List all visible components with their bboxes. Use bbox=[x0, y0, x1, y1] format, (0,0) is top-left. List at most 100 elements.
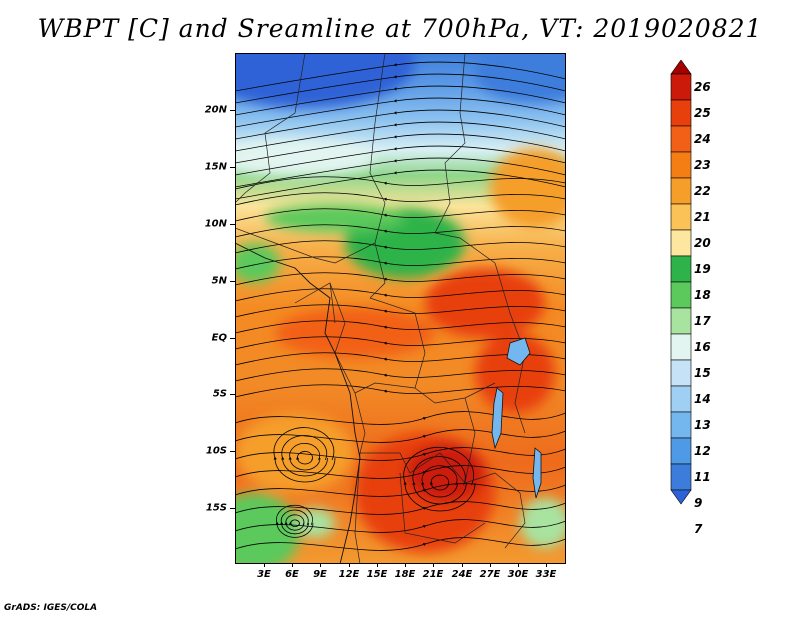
lon-tick bbox=[264, 563, 265, 567]
streamline bbox=[235, 368, 566, 382]
lon-label-30e: 30E bbox=[507, 569, 529, 580]
colorbar-swatch bbox=[670, 99, 692, 127]
colorbar-swatch bbox=[670, 385, 692, 413]
streamline bbox=[235, 483, 566, 497]
colorbar-swatch bbox=[670, 151, 692, 179]
lon-label-27e: 27E bbox=[479, 569, 501, 580]
colorbar-cap-top bbox=[670, 59, 692, 75]
lon-tick bbox=[320, 563, 321, 567]
colorbar-cap-bottom bbox=[670, 489, 692, 505]
lat-label-15n: 15N bbox=[204, 161, 227, 173]
lake-victoria bbox=[506, 337, 531, 366]
streamline bbox=[235, 224, 566, 238]
streamlines bbox=[235, 61, 566, 551]
wbpt-blobs bbox=[235, 53, 566, 564]
streamline bbox=[235, 519, 566, 533]
colorbar-label: 7 bbox=[694, 522, 703, 536]
streamline bbox=[280, 509, 309, 535]
lon-label-15e: 15E bbox=[366, 569, 388, 580]
streamline bbox=[235, 240, 566, 254]
streamline bbox=[235, 320, 566, 334]
colorbar-label: 11 bbox=[694, 470, 711, 484]
streamline bbox=[235, 176, 566, 190]
streamline bbox=[235, 109, 566, 140]
lon-label-9e: 9E bbox=[313, 569, 327, 580]
streamline bbox=[275, 504, 314, 538]
colorbar-swatch bbox=[670, 463, 692, 491]
streamline bbox=[429, 474, 450, 491]
lon-label-18e: 18E bbox=[394, 569, 416, 580]
streamline bbox=[235, 256, 566, 270]
colorbar-label: 20 bbox=[694, 236, 711, 250]
lon-label-12e: 12E bbox=[338, 569, 360, 580]
colorbar-swatch bbox=[670, 411, 692, 439]
lon-tick bbox=[490, 563, 491, 567]
colorbar-swatch bbox=[670, 437, 692, 465]
colorbar-label: 17 bbox=[694, 314, 711, 328]
colorbar-swatch bbox=[670, 255, 692, 283]
colorbar-label: 25 bbox=[694, 106, 711, 120]
streamline bbox=[235, 537, 566, 551]
lon-label-24e: 24E bbox=[451, 569, 473, 580]
streamline bbox=[235, 272, 566, 286]
streamline bbox=[235, 429, 566, 443]
streamline bbox=[235, 61, 566, 92]
grads-credit: GrADS: IGES/COLA bbox=[4, 603, 98, 613]
lon-tick bbox=[349, 563, 350, 567]
lat-label-10s: 10S bbox=[205, 445, 227, 457]
colorbar-label: 19 bbox=[694, 262, 711, 276]
chart-title: WBPT [C] and Sreamline at 700hPa, VT: 20… bbox=[37, 14, 763, 43]
lat-label-5n: 5N bbox=[211, 275, 227, 287]
lat-tick bbox=[230, 224, 235, 225]
streamline bbox=[235, 288, 566, 302]
coastline bbox=[235, 242, 361, 564]
streamline bbox=[235, 73, 566, 104]
streamline bbox=[288, 519, 300, 527]
streamline bbox=[235, 169, 566, 200]
lon-tick bbox=[405, 563, 406, 567]
lon-label-3e: 3E bbox=[257, 569, 271, 580]
lat-label-eq: EQ bbox=[211, 332, 227, 344]
lat-tick bbox=[230, 451, 235, 452]
colorbar-label: 15 bbox=[694, 366, 711, 380]
streamline bbox=[235, 192, 566, 206]
streamline bbox=[235, 157, 566, 188]
streamline bbox=[235, 133, 566, 164]
lon-label-6e: 6E bbox=[285, 569, 299, 580]
lake-tanganyika bbox=[491, 387, 504, 450]
streamline bbox=[284, 514, 305, 531]
lat-tick bbox=[230, 281, 235, 282]
colorbar-label: 24 bbox=[694, 132, 711, 146]
lat-label-5s: 5S bbox=[212, 388, 227, 400]
lon-tick bbox=[462, 563, 463, 567]
colorbar-label: 18 bbox=[694, 288, 711, 302]
colorbar-label: 26 bbox=[694, 80, 711, 94]
country-borders bbox=[235, 53, 526, 564]
streamline bbox=[421, 465, 458, 498]
lat-tick bbox=[230, 508, 235, 509]
colorbar-swatch bbox=[670, 125, 692, 153]
lon-label-33e: 33E bbox=[535, 569, 557, 580]
colorbar-swatch bbox=[670, 333, 692, 361]
streamline bbox=[235, 97, 566, 128]
lon-tick bbox=[546, 563, 547, 567]
colorbar-swatches bbox=[670, 59, 692, 505]
lat-tick bbox=[230, 167, 235, 168]
streamline bbox=[235, 384, 566, 398]
lat-label-15s: 15S bbox=[205, 502, 227, 514]
colorbar-swatch bbox=[670, 229, 692, 257]
wbpt-map bbox=[235, 53, 566, 564]
colorbar-swatch bbox=[670, 73, 692, 101]
colorbar-swatch bbox=[670, 281, 692, 309]
lon-tick bbox=[518, 563, 519, 567]
lat-tick bbox=[230, 394, 235, 395]
lat-label-20n: 20N bbox=[204, 104, 227, 116]
colorbar-swatch bbox=[670, 177, 692, 205]
colorbar-label: 22 bbox=[694, 184, 711, 198]
lon-tick bbox=[292, 563, 293, 567]
streamline bbox=[235, 465, 566, 479]
colorbar-label: 9 bbox=[694, 496, 703, 510]
colorbar-label: 13 bbox=[694, 418, 711, 432]
streamline bbox=[288, 443, 321, 471]
colorbar-swatch bbox=[670, 203, 692, 231]
